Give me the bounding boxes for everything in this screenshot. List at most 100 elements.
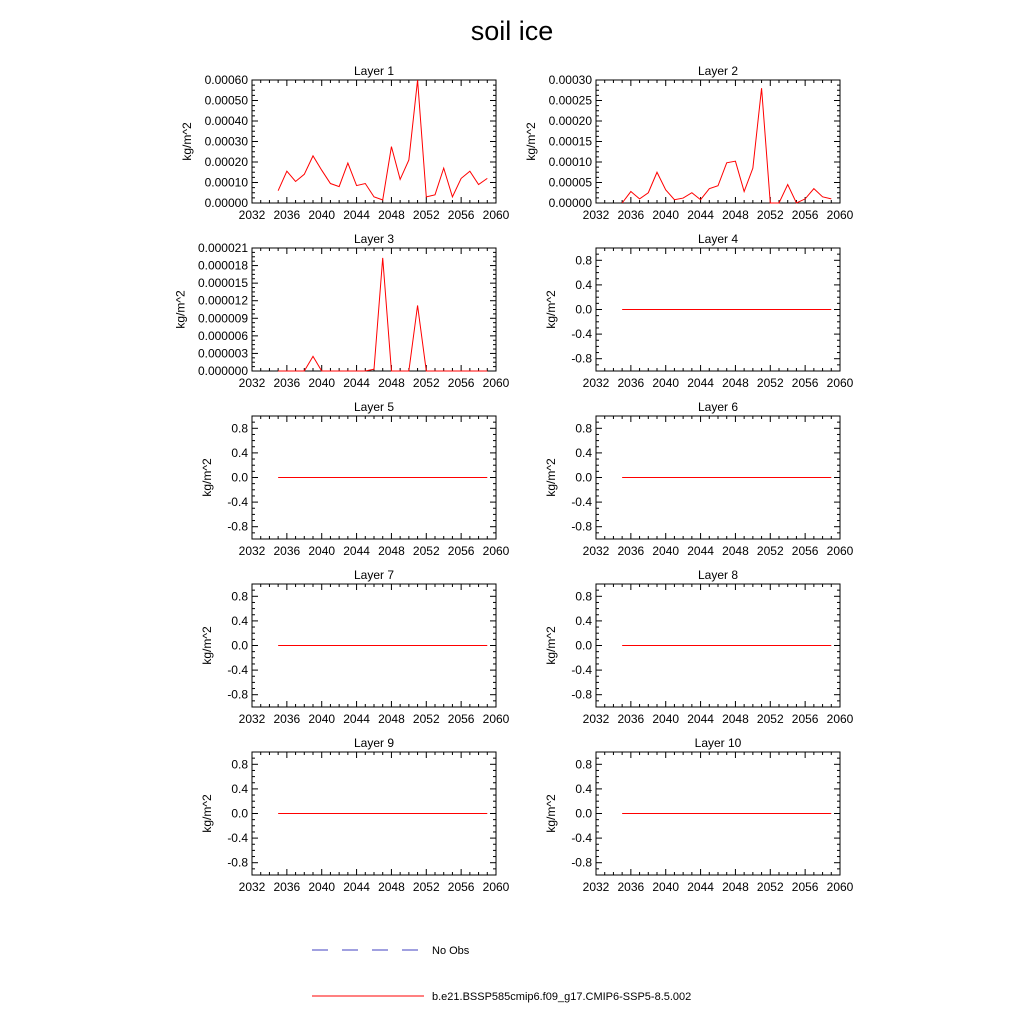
x-tick-label: 2044 [687,880,714,894]
x-tick-label: 2052 [757,880,784,894]
x-tick-label: 2052 [757,544,784,558]
y-tick-label: 0.00040 [205,114,249,128]
x-tick-label: 2036 [274,880,301,894]
panel-title: Layer 4 [698,232,738,246]
x-tick-label: 2060 [483,712,510,726]
x-tick-label: 2052 [757,376,784,390]
x-tick-label: 2052 [757,208,784,222]
y-tick-label: 0.0 [575,471,592,485]
y-tick-label: 0.0 [231,471,248,485]
x-tick-label: 2060 [827,208,854,222]
y-tick-label: 0.000000 [198,364,248,378]
y-tick-label: -0.8 [571,856,592,870]
y-tick-label: 0.4 [575,614,592,628]
x-tick-label: 2044 [687,208,714,222]
chart-panel-5: Layer 5 2032 2036 2040 2044 2048 2052 2056 2060 -… [200,400,509,558]
panel-title: Layer 7 [354,568,394,582]
y-tick-label: 0.00050 [205,94,249,108]
chart-panel-4: Layer 4 2032 2036 2040 2044 2048 2052 2056 2060 -… [544,232,853,390]
y-tick-label: -0.4 [571,663,592,677]
y-tick-label: 0.8 [231,421,248,435]
y-tick-label: 0.4 [575,278,592,292]
y-tick-label: 0.00000 [205,196,249,210]
y-tick-label: 0.4 [575,782,592,796]
y-tick-label: 0.00015 [549,135,593,149]
y-tick-label: 0.8 [231,589,248,603]
y-tick-label: 0.8 [231,757,248,771]
y-tick-label: 0.00020 [205,155,249,169]
y-tick-label: 0.4 [231,782,248,796]
y-tick-label: 0.00000 [549,196,593,210]
x-tick-label: 2044 [343,208,370,222]
y-tick-label: 0.00025 [549,94,593,108]
x-tick-label: 2036 [618,712,645,726]
y-tick-label: 0.000012 [198,294,248,308]
chart-panel-8: Layer 8 2032 2036 2040 2044 2048 2052 2056 2060 -… [544,568,853,726]
x-tick-label: 2056 [448,544,475,558]
y-axis-label: kg/m^2 [200,458,214,497]
y-tick-label: 0.00060 [205,73,249,87]
x-tick-label: 2052 [413,376,440,390]
y-tick-label: -0.8 [227,856,248,870]
y-tick-label: 0.00010 [205,176,249,190]
panel-title: Layer 6 [698,400,738,414]
y-tick-label: 0.4 [231,614,248,628]
y-tick-label: 0.0 [575,303,592,317]
panel-title: Layer 1 [354,64,394,78]
chart-panel-6: Layer 6 2032 2036 2040 2044 2048 2052 2056 2060 -… [544,400,853,558]
y-tick-label: 0.000021 [198,241,248,255]
x-tick-label: 2040 [652,376,679,390]
x-tick-label: 2056 [448,376,475,390]
x-tick-label: 2048 [722,880,749,894]
x-tick-label: 2060 [483,208,510,222]
x-tick-label: 2060 [483,544,510,558]
x-tick-label: 2040 [652,880,679,894]
x-tick-label: 2036 [618,376,645,390]
x-tick-label: 2036 [618,208,645,222]
panel-title: Layer 3 [354,232,394,246]
y-tick-label: 0.00030 [549,73,593,87]
x-tick-label: 2040 [308,376,335,390]
y-tick-label: 0.00010 [549,155,593,169]
y-axis-label: kg/m^2 [544,794,558,833]
y-axis-label: kg/m^2 [544,626,558,665]
x-tick-label: 2056 [792,712,819,726]
series-line [278,257,488,372]
y-tick-label: 0.000003 [198,346,248,360]
x-tick-label: 2052 [413,880,440,894]
y-tick-label: 0.0 [575,639,592,653]
chart-panel-3: Layer 3 2032 2036 2040 2044 2048 2052 2056 2060 0… [173,232,509,390]
x-tick-label: 2036 [618,880,645,894]
y-tick-label: 0.00020 [549,114,593,128]
chart-panel-7: Layer 7 2032 2036 2040 2044 2048 2052 2056 2060 -… [200,568,509,726]
x-tick-label: 2056 [792,208,819,222]
x-tick-label: 2032 [239,376,266,390]
y-tick-label: -0.8 [571,352,592,366]
x-tick-label: 2032 [583,376,610,390]
y-tick-label: -0.4 [571,495,592,509]
y-tick-label: 0.8 [575,421,592,435]
y-axis-label: kg/m^2 [544,290,558,329]
x-tick-label: 2060 [827,712,854,726]
x-tick-label: 2052 [413,208,440,222]
x-tick-label: 2060 [483,880,510,894]
x-tick-label: 2036 [618,544,645,558]
chart-panel-2: Layer 2 2032 2036 2040 2044 2048 2052 2056 2060 0… [524,64,854,222]
chart-panel-1: Layer 1 2032 2036 2040 2044 2048 2052 2056 2060 0… [180,64,510,222]
x-tick-label: 2040 [308,712,335,726]
x-tick-label: 2036 [274,544,301,558]
x-tick-label: 2048 [722,208,749,222]
x-tick-label: 2056 [448,712,475,726]
y-axis-label: kg/m^2 [544,458,558,497]
y-tick-label: 0.8 [575,757,592,771]
x-tick-label: 2048 [378,544,405,558]
x-tick-label: 2040 [308,208,335,222]
x-tick-label: 2044 [343,376,370,390]
panel-title: Layer 9 [354,736,394,750]
y-tick-label: 0.000009 [198,311,248,325]
y-axis-label: kg/m^2 [200,794,214,833]
x-tick-label: 2060 [483,376,510,390]
x-tick-label: 2044 [687,712,714,726]
y-tick-label: -0.4 [227,495,248,509]
y-tick-label: 0.000006 [198,329,248,343]
